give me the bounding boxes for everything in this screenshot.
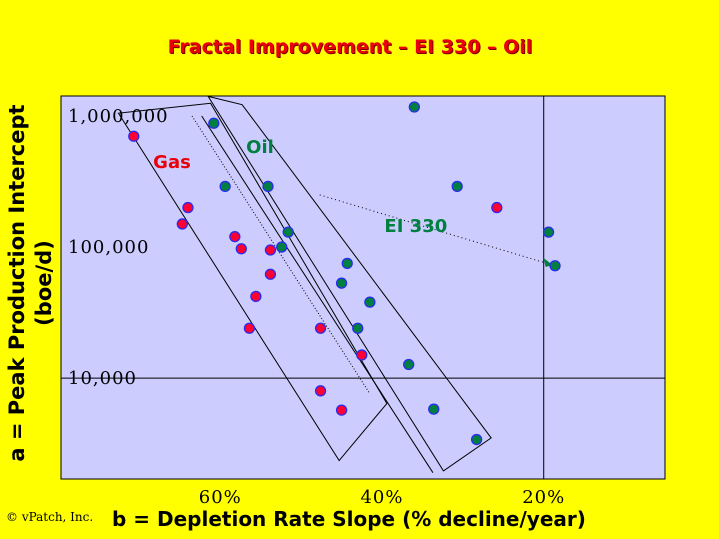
y-axis-label-line1: a = Peak Production Intercept <box>5 104 29 462</box>
y-tick-label: 100,000 <box>68 237 149 258</box>
ei-330-point <box>549 260 561 272</box>
oil-point <box>364 296 376 308</box>
gas-point <box>128 130 140 142</box>
oil-point <box>262 180 274 193</box>
gas-point <box>264 244 277 256</box>
gas-point <box>182 201 194 214</box>
annotation-gas: Gas <box>153 152 191 173</box>
gas-point <box>335 404 348 416</box>
chart-title: Fractal Improvement – EI 330 – Oil <box>167 36 533 58</box>
gas-point <box>176 218 188 230</box>
plot-area <box>60 95 666 480</box>
x-tick-label: 60% <box>199 487 242 508</box>
oil-point <box>542 226 555 238</box>
oil-point <box>208 117 220 129</box>
gas-point <box>491 201 503 214</box>
y-axis-label: a = Peak Production Intercept (boe/d) <box>4 93 64 473</box>
gas-trend-line <box>191 115 371 395</box>
oil-point <box>276 241 288 253</box>
oil-trend-line <box>201 115 434 473</box>
copyright-text: © vPatch, Inc. <box>6 510 94 524</box>
y-tick-label: 1,000,000 <box>68 106 169 127</box>
oil-point <box>470 433 483 446</box>
gas-point <box>243 322 256 334</box>
gas-envelope <box>117 102 388 462</box>
x-tick-label: 20% <box>522 487 565 508</box>
gas-point <box>235 243 247 255</box>
gas-point <box>229 231 241 243</box>
x-tick-labels: 60% 40% 20% <box>199 487 565 508</box>
gas-point <box>264 268 277 280</box>
oil-point <box>408 101 420 113</box>
oil-point <box>451 180 463 193</box>
y-tick-labels: 1,000,000 100,000 10,000 <box>68 106 169 389</box>
oil-point <box>282 226 294 238</box>
oil-point <box>219 180 231 193</box>
trend-envelopes <box>117 95 553 473</box>
gas-point <box>250 290 262 303</box>
oil-point <box>341 257 353 270</box>
x-axis-label: b = Depletion Rate Slope (% decline/year… <box>112 507 586 531</box>
gas-point <box>356 349 368 361</box>
series-annotations: Gas Oil EI 330 <box>153 137 447 237</box>
reference-lines <box>61 96 665 479</box>
y-axis-label-line2: (boe/d) <box>32 240 56 326</box>
x-tick-label: 40% <box>360 487 403 508</box>
data-points <box>128 101 561 446</box>
oil-point <box>352 322 364 334</box>
oil-point <box>335 277 348 289</box>
y-tick-label: 10,000 <box>68 368 137 389</box>
gas-point <box>314 385 327 397</box>
annotation-oil: Oil <box>246 137 274 158</box>
annotation-ei-330: EI 330 <box>384 216 447 237</box>
oil-point <box>428 403 440 415</box>
oil-envelope <box>207 95 492 472</box>
oil-point <box>403 358 415 371</box>
gas-point <box>314 322 327 334</box>
